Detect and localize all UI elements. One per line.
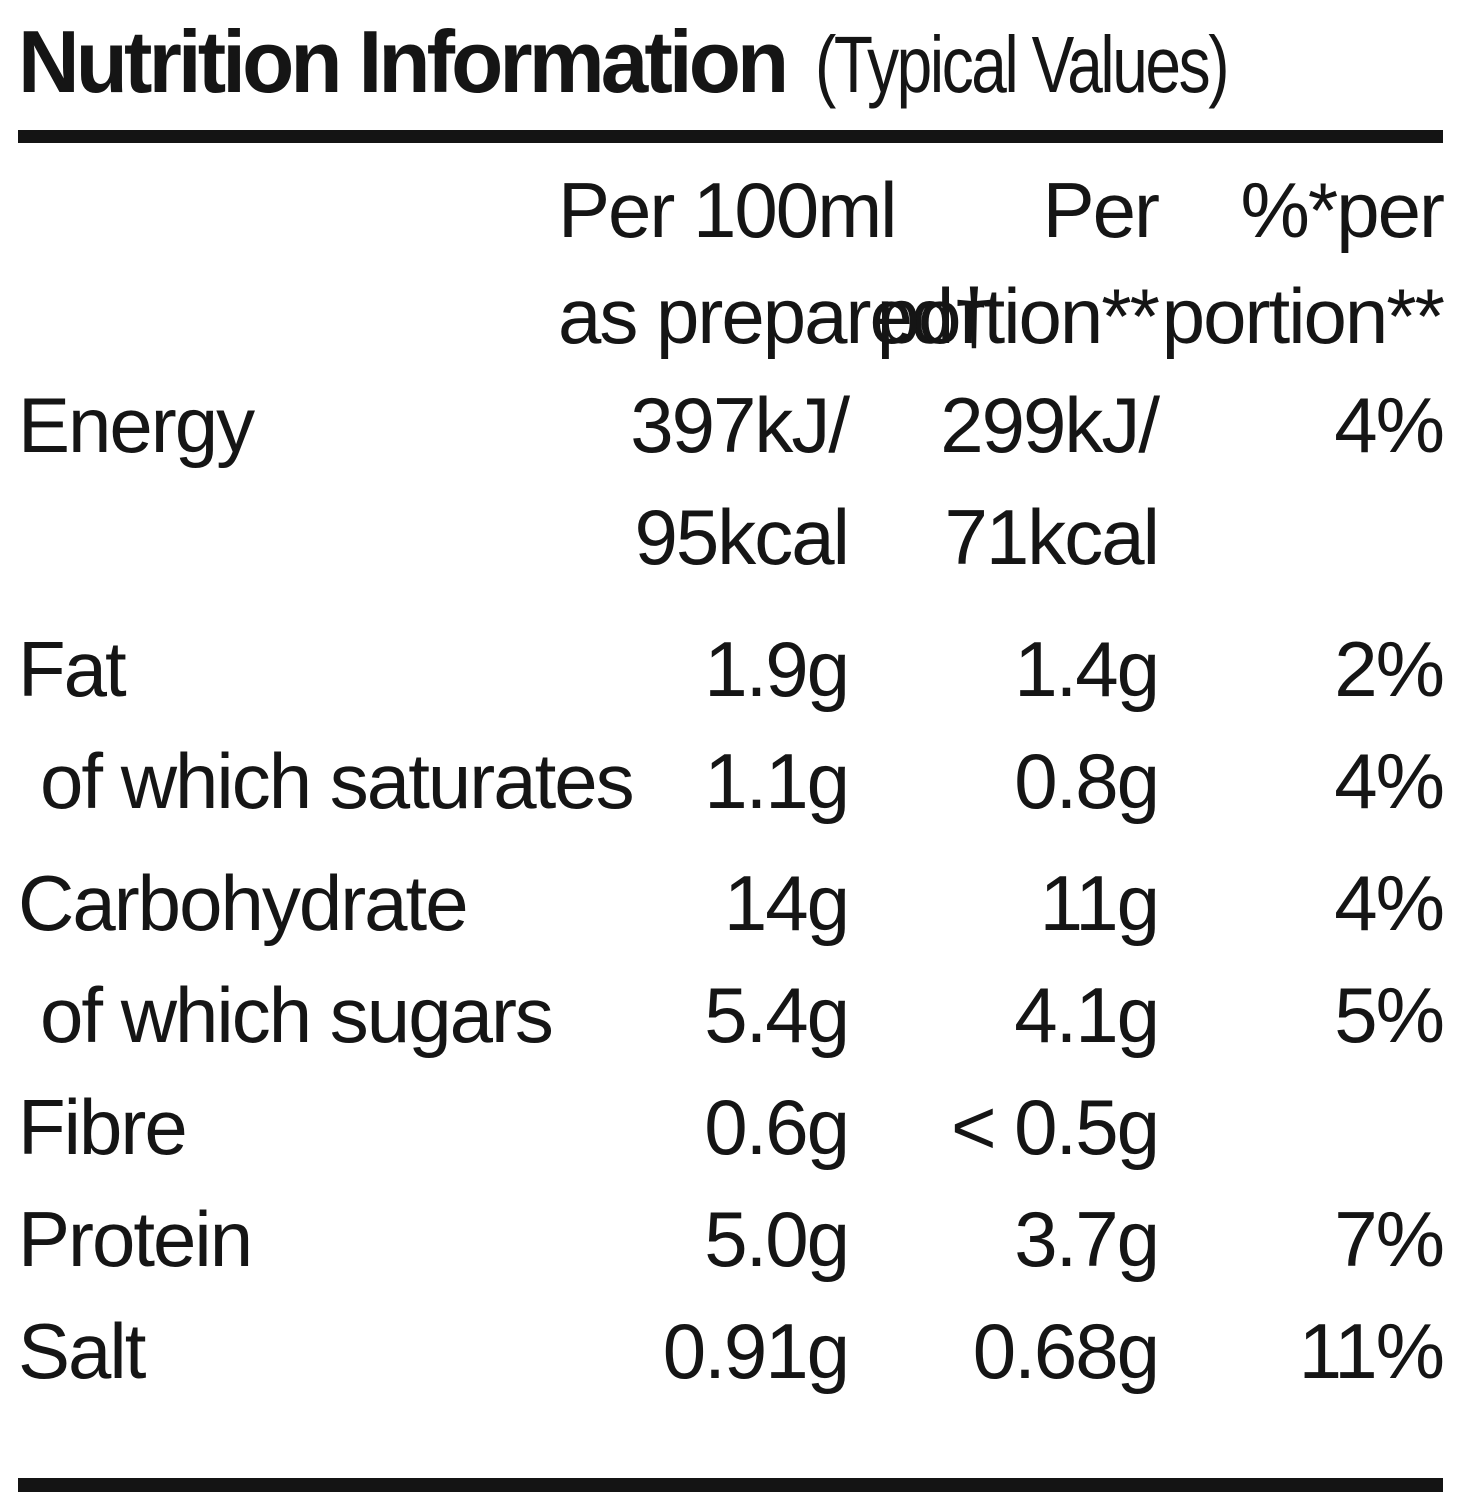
fibre-per-100ml: 0.6g xyxy=(704,1082,850,1171)
energy-per-100ml-kcal: 95kcal xyxy=(634,492,850,581)
bottom-rule xyxy=(18,1478,1443,1492)
sugars-per-100ml: 5.4g xyxy=(704,970,850,1059)
table-row-protein: Protein 5.0g 3.7g 7% xyxy=(18,1183,1445,1295)
salt-per-portion: 0.68g xyxy=(972,1306,1160,1395)
header-per-100ml: Per 100ml as prepared† xyxy=(558,143,996,369)
top-rule xyxy=(18,129,1443,143)
title-qualifier: (Typical Values) xyxy=(814,20,1230,109)
header-percent-line2: portion** xyxy=(1161,271,1445,360)
table-row-energy: Energy 397kJ/ 95kcal 299kJ/ 71kcal 4% xyxy=(18,369,1445,593)
carbohydrate-per-100ml: 14g xyxy=(723,858,850,947)
sugars-percent: 5% xyxy=(1334,970,1445,1059)
row-label: Fat xyxy=(18,624,127,713)
saturates-per-100ml: 1.1g xyxy=(704,736,850,825)
row-label: Fibre xyxy=(18,1082,188,1171)
table-row-sugars: of which sugars 5.4g 4.1g 5% xyxy=(18,959,1445,1071)
sugars-per-portion: 4.1g xyxy=(1014,970,1160,1059)
salt-per-100ml: 0.91g xyxy=(662,1306,850,1395)
header-nutrient-blank xyxy=(18,143,558,369)
table-row-carbohydrate: Carbohydrate 14g 11g 4% xyxy=(18,837,1445,959)
table-row-salt: Salt 0.91g 0.68g 11% xyxy=(18,1295,1445,1407)
saturates-percent: 4% xyxy=(1334,736,1445,825)
energy-per-portion-kcal: 71kcal xyxy=(944,492,1160,581)
protein-per-100ml: 5.0g xyxy=(704,1194,850,1283)
row-label: Protein xyxy=(18,1194,253,1283)
energy-percent: 4% xyxy=(1334,380,1445,469)
energy-per-100ml: 397kJ/ 95kcal xyxy=(558,369,850,593)
header-per-100ml-line2: as prepared† xyxy=(558,271,996,360)
carbohydrate-per-portion: 11g xyxy=(1039,858,1160,947)
row-label: Carbohydrate xyxy=(18,858,469,947)
fat-percent: 2% xyxy=(1334,624,1445,713)
energy-per-100ml-kj: 397kJ/ xyxy=(630,380,850,469)
energy-per-portion: 299kJ/ 71kcal xyxy=(848,369,1160,593)
salt-percent: 11% xyxy=(1298,1306,1445,1395)
header-per-portion-line2: portion** xyxy=(876,271,1160,360)
table-row-fat: Fat 1.9g 1.4g 2% xyxy=(18,593,1445,725)
table-row-fibre: Fibre 0.6g < 0.5g xyxy=(18,1071,1443,1183)
header-percent-line1: %*per xyxy=(1240,165,1445,254)
fibre-percent xyxy=(1158,1071,1443,1183)
header-per-portion: Per portion** xyxy=(848,143,1160,369)
table-row-saturates: of which saturates 1.1g 0.8g 4% xyxy=(18,725,1445,837)
saturates-per-portion: 0.8g xyxy=(1014,736,1160,825)
energy-per-portion-kj: 299kJ/ xyxy=(940,380,1160,469)
page-title: Nutrition Information xyxy=(18,12,789,111)
carbohydrate-percent: 4% xyxy=(1334,858,1445,947)
fat-per-portion: 1.4g xyxy=(1014,624,1160,713)
title-row: Nutrition Information (Typical Values) xyxy=(18,10,1443,114)
header-percent-per-portion: %*per portion** xyxy=(1158,143,1445,369)
nutrition-table: Per 100ml as prepared† Per portion** %*p… xyxy=(18,143,1445,1407)
header-per-100ml-line1: Per 100ml xyxy=(558,165,898,254)
row-label: of which sugars xyxy=(40,970,554,1059)
protein-per-portion: 3.7g xyxy=(1014,1194,1160,1283)
header-row: Per 100ml as prepared† Per portion** %*p… xyxy=(18,143,1445,369)
row-label: of which saturates xyxy=(40,736,635,825)
header-per-portion-line1: Per xyxy=(1042,165,1160,254)
row-label: Salt xyxy=(18,1306,146,1395)
row-label: Energy xyxy=(18,380,255,469)
fibre-per-portion: < 0.5g xyxy=(950,1082,1160,1171)
protein-percent: 7% xyxy=(1334,1194,1445,1283)
fat-per-100ml: 1.9g xyxy=(704,624,850,713)
